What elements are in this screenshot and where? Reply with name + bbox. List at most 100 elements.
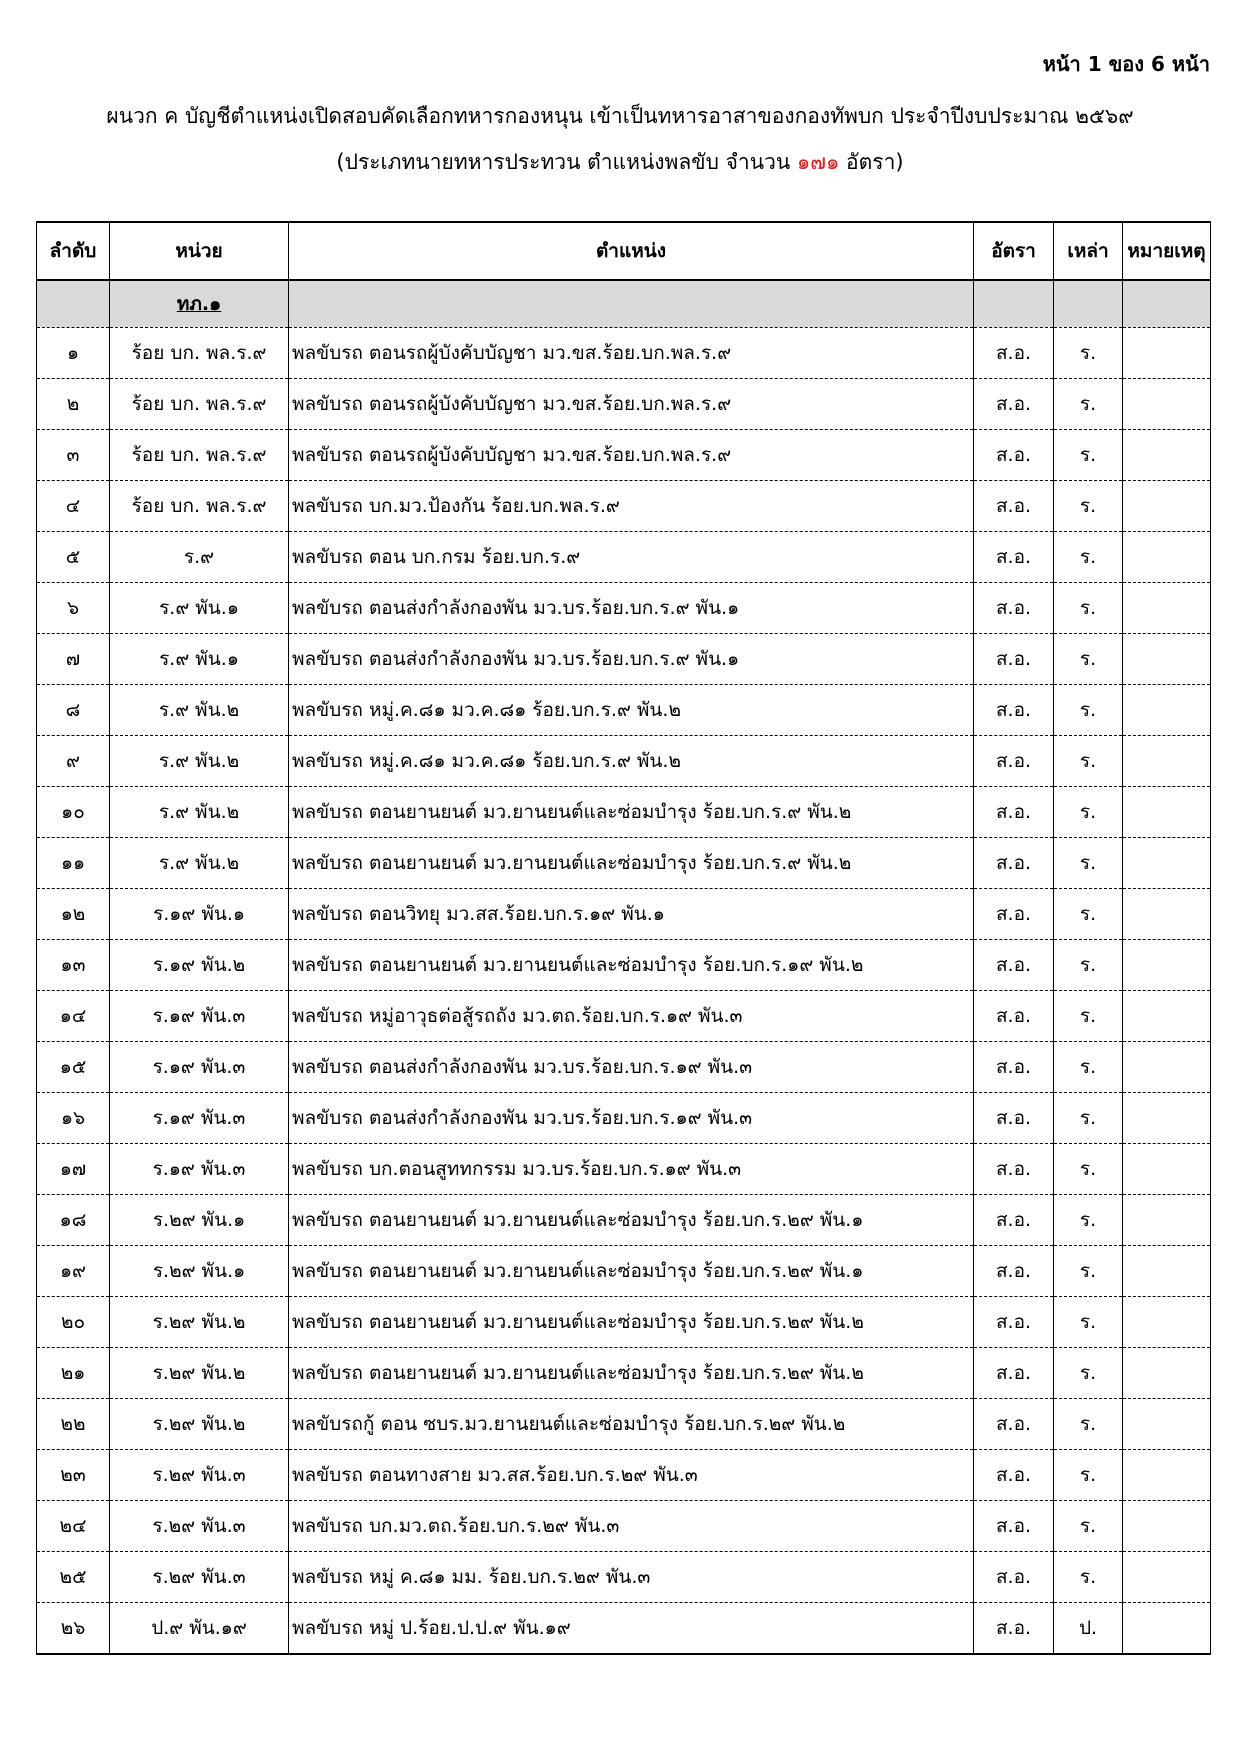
rate: ส.อ.: [973, 1245, 1054, 1297]
remark: [1122, 1551, 1211, 1603]
page-number: หน้า 1 ของ 6 หน้า: [1042, 52, 1210, 76]
remark: [1122, 1194, 1211, 1246]
remark: [1122, 1143, 1211, 1195]
row: ๒๖ ป.๙ พัน.๑๙ พลขับรถ หมู่ ป.ร้อย.ป.ป.๙ พั…: [36, 1602, 1211, 1655]
rate: ส.อ.: [973, 1092, 1054, 1144]
remark: [1122, 531, 1211, 583]
cell: [288, 280, 974, 328]
rate: ส.อ.: [973, 582, 1054, 634]
remark: [1122, 327, 1211, 379]
rate: ส.อ.: [973, 1449, 1054, 1501]
row: ๙ร.๙ พัน.๒ พลขับรถ หมู่.ค.๘๑ มว.ค.๘๑ ร้อย…: [36, 735, 1211, 787]
row: ๒๒ ร.๒๙ พัน.๒ พลขับรถกู้ ตอน ซบร.มว.ยานยนต…: [36, 1398, 1211, 1450]
remark: [1122, 378, 1211, 430]
row: ๑๑ ร.๙ พัน.๒ พลขับรถ ตอนยานยนต์ มว.ยานยนต์…: [36, 837, 1211, 889]
branch: ป.: [1053, 1602, 1123, 1655]
rate: ส.อ.: [973, 531, 1054, 583]
rate: ส.อ.: [973, 480, 1054, 532]
branch: ร.: [1053, 1143, 1123, 1195]
branch: ร.: [1053, 1398, 1123, 1450]
unit: ร.๙ พัน.๒: [109, 837, 289, 889]
rate: ส.อ.: [973, 1296, 1054, 1348]
rate: ส.อ.: [973, 1602, 1054, 1655]
rate: ส.อ.: [973, 735, 1054, 787]
cell: [1122, 280, 1211, 328]
branch: ร.: [1053, 1245, 1123, 1297]
branch: ร.: [1053, 786, 1123, 838]
remark: [1122, 888, 1211, 940]
rate: ส.อ.: [973, 327, 1054, 379]
branch: ร.: [1053, 1194, 1123, 1246]
row: ๗ร.๙ พัน.๑ พลขับรถ ตอนส่งกำลังกองพัน มว.บ…: [36, 633, 1211, 685]
subtitle-text: อัตรา): [839, 150, 904, 174]
position: พลขับรถ ตอนยานยนต์ มว.ยานยนต์และซ่อมบำรุ…: [288, 939, 974, 991]
unit: ร.๑๙ พัน.๓: [109, 1143, 289, 1195]
row-number: ๑๗: [36, 1143, 110, 1195]
remark: [1122, 1500, 1211, 1552]
unit: ร.๑๙ พัน.๓: [109, 1092, 289, 1144]
row-number: ๑๓: [36, 939, 110, 991]
position: พลขับรถ ตอนรถผู้บังคับบัญชา มว.ขส.ร้อย.บ…: [288, 327, 974, 379]
unit: ร้อย บก. พล.ร.๙: [109, 378, 289, 430]
remark: [1122, 429, 1211, 481]
header-row: ลำดับ หน่วย ตำแหน่ง อัตรา เหล่า หมายเหตุ: [36, 221, 1211, 281]
position: พลขับรถกู้ ตอน ซบร.มว.ยานยนต์และซ่อมบำรุ…: [288, 1398, 974, 1450]
branch: ร.: [1053, 327, 1123, 379]
position: พลขับรถ ตอนส่งกำลังกองพัน มว.บร.ร้อย.บก.…: [288, 582, 974, 634]
row-number: ๑๘: [36, 1194, 110, 1246]
row: ๒๔ ร.๒๙ พัน.๓ พลขับรถ บก.มว.ตถ.ร้อย.บก.ร.๒…: [36, 1500, 1211, 1552]
row: ๑๕ ร.๑๙ พัน.๓ พลขับรถ ตอนส่งกำลังกองพัน มว…: [36, 1041, 1211, 1093]
rate: ส.อ.: [973, 1398, 1054, 1450]
remark: [1122, 1092, 1211, 1144]
branch: ร.: [1053, 1296, 1123, 1348]
unit: ร.๙ พัน.๒: [109, 735, 289, 787]
branch: ร.: [1053, 990, 1123, 1042]
row-number: ๒๓: [36, 1449, 110, 1501]
row: ๕ร.๙ พลขับรถ ตอน บก.กรม ร้อย.บก.ร.๙ ส.อ. ร.: [36, 531, 1211, 583]
header-cell: หมายเหตุ: [1122, 221, 1211, 281]
remark: [1122, 1245, 1211, 1297]
row-number: ๒๔: [36, 1500, 110, 1552]
unit: ร.๙: [109, 531, 289, 583]
rate: ส.อ.: [973, 990, 1054, 1042]
row: ๑๙ ร.๒๙ พัน.๑ พลขับรถ ตอนยานยนต์ มว.ยานยนต…: [36, 1245, 1211, 1297]
row-number: ๑๑: [36, 837, 110, 889]
branch: ร.: [1053, 837, 1123, 889]
row: ๒ร้อย บก. พล.ร.๙ พลขับรถ ตอนรถผู้บังคับบั…: [36, 378, 1211, 430]
header-cell: หน่วย: [109, 221, 289, 281]
rate: ส.อ.: [973, 633, 1054, 685]
row-number: ๒๒: [36, 1398, 110, 1450]
row-number: ๒๕: [36, 1551, 110, 1603]
rate: ส.อ.: [973, 786, 1054, 838]
unit: ร.๒๙ พัน.๓: [109, 1551, 289, 1603]
row: ๓ร้อย บก. พล.ร.๙ พลขับรถ ตอนรถผู้บังคับบั…: [36, 429, 1211, 481]
row-number: ๒๐: [36, 1296, 110, 1348]
cell: [36, 280, 110, 328]
branch: ร.: [1053, 480, 1123, 532]
row: ๘ร.๙ พัน.๒ พลขับรถ หมู่.ค.๘๑ มว.ค.๘๑ ร้อย…: [36, 684, 1211, 736]
unit: ร.๒๙ พัน.๒: [109, 1347, 289, 1399]
row-number: ๑๒: [36, 888, 110, 940]
remark: [1122, 480, 1211, 532]
unit: ร.๒๙ พัน.๒: [109, 1296, 289, 1348]
position: พลขับรถ ตอนรถผู้บังคับบัญชา มว.ขส.ร้อย.บ…: [288, 429, 974, 481]
position: พลขับรถ หมู่.ค.๘๑ มว.ค.๘๑ ร้อย.บก.ร.๙ พั…: [288, 735, 974, 787]
subtitle: (ประเภทนายทหารประทวน ตำแหน่งพลขับ จำนวน …: [0, 146, 1240, 179]
unit: ป.๙ พัน.๑๙: [109, 1602, 289, 1655]
unit: ร.๒๙ พัน.๑: [109, 1245, 289, 1297]
rate: ส.อ.: [973, 939, 1054, 991]
unit: ร.๙ พัน.๒: [109, 684, 289, 736]
subtitle-text: (ประเภทนายทหารประทวน ตำแหน่งพลขับ จำนวน: [336, 150, 797, 174]
position: พลขับรถ หมู่อาวุธต่อสู้รถถัง มว.ตถ.ร้อย.…: [288, 990, 974, 1042]
rate: ส.อ.: [973, 888, 1054, 940]
remark: [1122, 1398, 1211, 1450]
rate: ส.อ.: [973, 1347, 1054, 1399]
position: พลขับรถ หมู่.ค.๘๑ มว.ค.๘๑ ร้อย.บก.ร.๙ พั…: [288, 684, 974, 736]
row-number: ๔: [36, 480, 110, 532]
row-number: ๙: [36, 735, 110, 787]
remark: [1122, 1347, 1211, 1399]
rate: ส.อ.: [973, 1500, 1054, 1552]
unit: ร.๒๙ พัน.๓: [109, 1500, 289, 1552]
remark: [1122, 990, 1211, 1042]
